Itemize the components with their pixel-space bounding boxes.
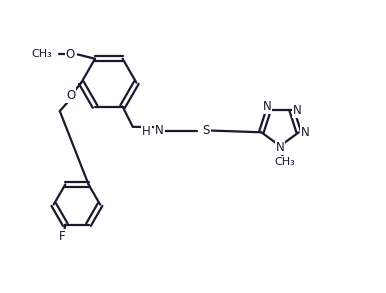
Text: F: F: [59, 230, 66, 243]
Text: S: S: [202, 124, 210, 137]
Text: O: O: [66, 48, 75, 61]
Text: O: O: [66, 88, 75, 102]
Text: N: N: [262, 100, 271, 113]
Text: N: N: [293, 104, 301, 117]
Text: N: N: [301, 126, 310, 139]
Text: N: N: [155, 124, 164, 137]
Text: CH₃: CH₃: [274, 157, 295, 167]
Text: CH₃: CH₃: [32, 50, 52, 59]
Text: N: N: [276, 141, 284, 154]
Text: H: H: [142, 125, 151, 139]
